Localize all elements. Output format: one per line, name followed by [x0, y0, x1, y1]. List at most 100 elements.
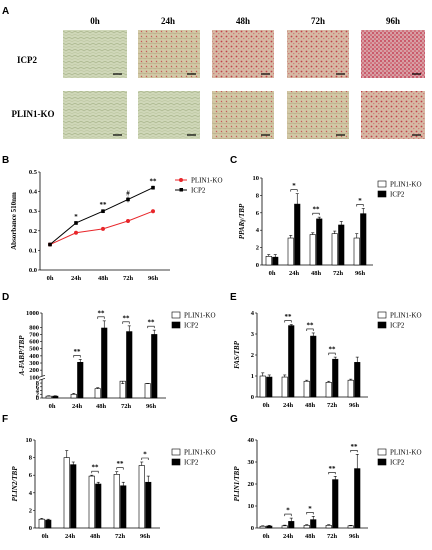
y-tick-label: 800: [29, 324, 39, 331]
bar: [325, 381, 332, 398]
y-tick-label: 4: [251, 310, 255, 317]
bar: [95, 483, 102, 529]
y-tick-label: 1: [251, 373, 254, 380]
significance-bracket: [328, 352, 336, 356]
bar: [38, 518, 45, 529]
bar: [138, 465, 145, 529]
bar: [70, 464, 77, 529]
x-tick-label: 48h: [96, 403, 107, 410]
x-tick-label: 24h: [65, 533, 76, 540]
micrograph-plin1ko-48h: [212, 91, 274, 139]
micrograph-icp2-0h: [63, 30, 127, 78]
bar: [266, 376, 273, 398]
significance-bracket: [350, 450, 358, 453]
data-point: [151, 185, 155, 190]
bar: [354, 362, 361, 398]
y-tick-label: 20: [248, 481, 255, 488]
panel-c-letter: C: [230, 155, 237, 166]
bar: [288, 521, 295, 529]
significance-label: **: [117, 460, 125, 468]
panel-a-header-0h: 0h: [90, 16, 100, 26]
bar: [281, 525, 288, 529]
x-tick-label: 48h: [305, 402, 316, 409]
x-tick-label: 48h: [90, 533, 101, 540]
panel-e-letter: E: [230, 292, 237, 303]
x-tick-label: 96h: [349, 533, 360, 540]
y-axis-label: Absorbance 510nm: [10, 192, 18, 250]
y-tick-label: 300: [29, 360, 39, 367]
y-tick-label: 6: [256, 210, 260, 217]
x-tick-label: 96h: [148, 275, 159, 282]
legend-label: ICP2: [184, 322, 199, 330]
bar: [325, 525, 332, 529]
significance-label: *: [286, 507, 290, 515]
significance-label: **: [123, 314, 131, 322]
x-tick-label: 72h: [123, 275, 134, 282]
y-tick-label: 400: [29, 353, 39, 360]
bar: [310, 335, 317, 398]
x-tick-label: 24h: [283, 402, 294, 409]
significance-label: **: [313, 206, 321, 214]
x-tick-label: 48h: [311, 270, 322, 277]
significance-label: *: [308, 505, 312, 513]
significance-bracket: [122, 321, 130, 324]
significance-bracket: [141, 457, 149, 460]
x-tick-label: 48h: [305, 533, 316, 540]
significance-label: **: [92, 464, 100, 472]
significance-label: **: [98, 309, 106, 317]
y-tick-label: 2: [256, 245, 259, 252]
legend-swatch: [377, 311, 387, 319]
significance-label: *: [292, 182, 296, 190]
significance-label: **: [329, 346, 337, 354]
x-tick-label: 24h: [289, 270, 300, 277]
legend-swatch: [171, 311, 181, 319]
legend-swatch: [171, 448, 181, 456]
y-tick-label: 0: [256, 262, 259, 269]
y-tick-label: 100: [29, 374, 39, 381]
panel-g-letter: G: [230, 414, 238, 425]
significance-label: *: [358, 197, 362, 205]
series-line: [49, 187, 154, 245]
y-tick-label: 10: [248, 503, 255, 510]
significance-label: **: [351, 443, 359, 451]
x-tick-label: 24h: [71, 275, 82, 282]
x-tick-label: 48h: [98, 275, 109, 282]
legend-label: PLIN1-KO: [184, 312, 216, 320]
legend-marker: [179, 188, 183, 192]
bar: [94, 388, 101, 399]
significance-label: #: [126, 189, 130, 197]
y-tick-label: 8: [29, 455, 33, 462]
micrograph-plin1ko-24h: [138, 91, 200, 139]
chart-b: 0.0 0.1 0.2 0.3 0.4 0.5 Absorbance 510nm 0h 24h 4…: [10, 169, 223, 282]
y-axis-label: PPARγ/TBP: [238, 203, 246, 239]
bar: [310, 519, 317, 529]
y-tick-label: 40: [248, 437, 255, 444]
data-point: [101, 226, 105, 231]
bar: [88, 475, 95, 529]
legend-swatch: [377, 458, 387, 466]
legend-label: ICP2: [390, 459, 405, 467]
bar: [354, 468, 361, 529]
bar: [45, 395, 52, 399]
y-tick-label: 200: [29, 367, 39, 374]
bar: [266, 525, 273, 529]
data-point: [48, 242, 52, 247]
y-axis-label: FAS/TBP: [233, 340, 241, 368]
legend-label: PLIN1-KO: [184, 449, 216, 457]
legend-label: PLIN1-KO: [390, 312, 422, 320]
y-tick-label: 6: [29, 472, 33, 479]
bar: [113, 474, 120, 529]
x-tick-label: 96h: [140, 533, 151, 540]
axis-break-gap: [39, 376, 45, 380]
x-tick-label: 96h: [146, 403, 157, 410]
x-tick-label: 0h: [42, 533, 49, 540]
y-tick-label: 10: [26, 437, 33, 444]
bar: [287, 237, 294, 266]
y-tick-label: 0.0: [29, 267, 37, 274]
significance-bracket: [356, 204, 364, 207]
y-axis-label: A-FABP/TBP: [18, 335, 26, 377]
chart-e: 0 1 2 3 4 FAS/TBP 0h 24h 48h 72h 96h ** ** ** PLIN1-KO…: [233, 310, 422, 409]
